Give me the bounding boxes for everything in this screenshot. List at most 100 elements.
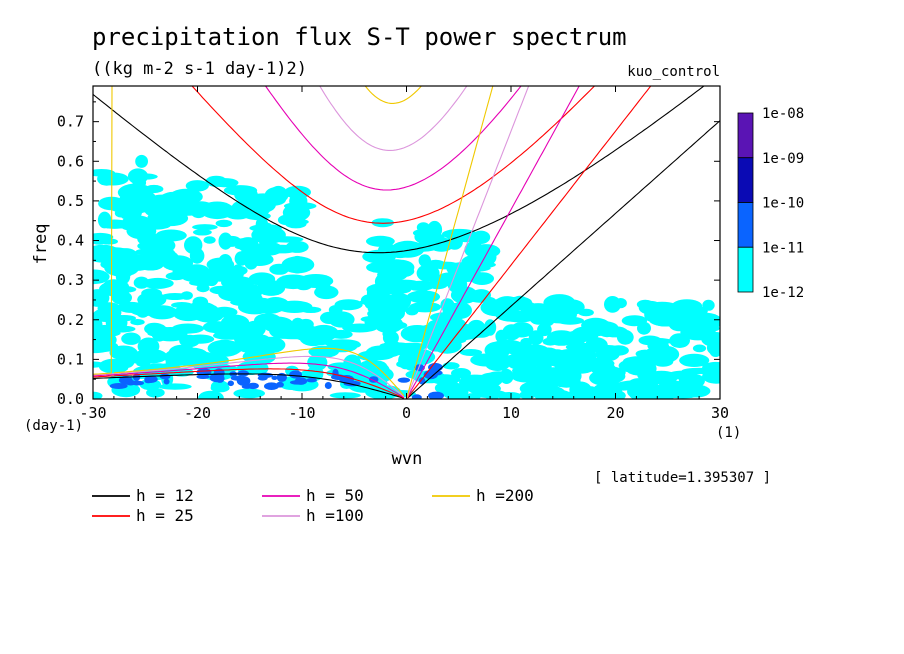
spectrum-cell-0-2-98 — [144, 184, 164, 194]
spectrum-cell-0-4-43 — [447, 275, 468, 294]
spectrum-cell-0-2-128 — [206, 257, 235, 272]
spectrum-cell-0-1-51 — [109, 345, 138, 361]
x-tick-label: -20 — [184, 404, 211, 422]
spectrum-cell-0-2-114 — [284, 211, 297, 224]
spectrum-cell-0-1-107 — [238, 299, 272, 315]
spectrum-cell-0-1-97 — [128, 301, 162, 317]
spectrum-cell-1-0-22 — [276, 381, 284, 388]
y-tick-label: 0.2 — [57, 311, 84, 329]
x-tick-label: 0 — [402, 404, 411, 422]
spectrum-cell-0-4-54 — [466, 240, 483, 254]
spectrum-cell-0-3-31 — [692, 344, 707, 353]
y-tick-label: 0.3 — [57, 271, 84, 289]
spectrum-cell-0-1-89 — [288, 323, 303, 336]
spectrum-cell-1-0-2 — [163, 378, 170, 385]
spectrum-cell-0-3-88 — [701, 331, 720, 347]
y-tick-label: 0.5 — [57, 192, 84, 210]
dispersion-curve-ig-0 — [93, 86, 705, 254]
dispersion-curve-er-1 — [93, 368, 405, 399]
spectrum-cell-0-1-115 — [121, 332, 141, 345]
spectrum-cell-1-1-1 — [418, 377, 426, 385]
spectrum-cell-0-0-0 — [93, 391, 103, 399]
spectrum-cell-0-3-123 — [364, 314, 382, 330]
spectrum-cell-0-1-87 — [185, 301, 217, 316]
spectrum-cell-0-3-96 — [329, 329, 353, 339]
spectrum-cell-0-1-117 — [196, 284, 210, 293]
spectrum-cell-1-0-38 — [289, 370, 302, 379]
spectrum-cell-1-0-24 — [227, 380, 234, 387]
spectrum-cell-0-2-105 — [99, 238, 118, 245]
colorbar-swatch-1 — [737, 157, 754, 203]
spectrum-cell-1-0-30 — [131, 380, 145, 386]
spectrum-cell-0-0-140 — [448, 393, 468, 399]
spectrum-cell-0-1-88 — [314, 275, 330, 292]
spectrum-cell-0-2-113 — [259, 238, 274, 248]
spectrum-cell-0-3-112 — [702, 299, 715, 311]
spectrum-cell-0-4-52 — [366, 284, 385, 302]
spectrum-cell-0-1-34 — [207, 339, 242, 357]
spectrum-cell-0-2-15 — [192, 224, 218, 231]
spectrum-cell-0-3-142 — [678, 304, 695, 322]
spectrum-cell-1-0-11 — [271, 375, 278, 380]
x-tick-label: 10 — [502, 404, 520, 422]
colorbar-label-1: 1e-09 — [762, 151, 804, 167]
spectrum-cell-0-2-126 — [153, 210, 189, 227]
spectrum-cell-0-4-49 — [377, 268, 408, 282]
spectrum-cell-0-1-63 — [300, 306, 322, 313]
spectrum-cell-0-3-46 — [400, 325, 434, 343]
dispersion-curves — [93, 86, 720, 399]
dispersion-curve-kelvin-4 — [405, 86, 494, 399]
spectrum-cell-1-0-19 — [241, 384, 253, 389]
x-tick-label: 20 — [606, 404, 624, 422]
spectrum-cell-0-3-137 — [653, 303, 684, 314]
spectrum-cell-0-1-114 — [105, 314, 128, 332]
spectrum-cell-1-0-36 — [338, 375, 355, 384]
spectrum-cell-0-2-71 — [110, 220, 125, 227]
spectrum-cell-0-3-141 — [621, 315, 648, 327]
dispersion-curve-kelvin-0 — [406, 120, 720, 399]
spectrum-cell-0-3-73 — [382, 321, 407, 329]
spectrum-cell-0-2-117 — [161, 255, 194, 271]
spectrum-cell-0-3-138 — [341, 341, 361, 349]
y-tick-label: 0.0 — [57, 390, 84, 408]
spectrum-cell-0-5-4 — [97, 172, 117, 186]
spectrum-cell-0-3-125 — [688, 312, 720, 331]
spectrum-cell-0-1-113 — [256, 336, 286, 354]
spectrum-cell-0-4-41 — [389, 280, 403, 298]
latitude-note: [ latitude=1.395307 ] — [594, 470, 771, 486]
spectrum-cell-0-1-111 — [220, 314, 250, 331]
spectrum-cell-0-2-121 — [137, 259, 164, 271]
legend-label-1: h = 25 — [136, 506, 194, 525]
y-unit-label: (day-1) — [24, 418, 83, 434]
x-unit-label: (1) — [716, 425, 741, 441]
spectrum-cell-0-0-76 — [327, 362, 354, 372]
spectrum-cell-0-3-70 — [429, 337, 449, 352]
dispersion-curve-ig-3 — [319, 86, 468, 151]
spectrum-cell-0-3-126 — [499, 355, 530, 363]
y-tick-label: 0.1 — [57, 350, 84, 368]
spectrum-cell-1-0-29 — [159, 373, 171, 380]
legend-label-4: h =200 — [476, 486, 534, 505]
spectrum-cell-0-2-99 — [234, 186, 258, 203]
spectrum-cell-0-3-124 — [442, 303, 467, 318]
x-axis: -30 -20 -10 0 10 20 30 — [79, 86, 729, 422]
legend-label-0: h = 12 — [136, 486, 194, 505]
spectrum-cell-1-0-31 — [118, 376, 133, 385]
spectrum-cell-0-4-51 — [391, 240, 425, 258]
spectrum-cell-0-4-55 — [406, 290, 441, 304]
legend-label-2: h = 50 — [306, 486, 364, 505]
y-tick-label: 0.7 — [57, 113, 84, 131]
run-label: kuo_control — [627, 64, 720, 80]
spectrum-cell-0-1-75 — [161, 293, 189, 300]
spectrum-cell-0-3-118 — [543, 294, 576, 312]
x-tick-label: -30 — [79, 404, 106, 422]
spectrum-cell-1-0-35 — [289, 380, 305, 385]
spectrum-cell-0-3-111 — [328, 311, 355, 328]
spectrum-cell-0-3-95 — [511, 301, 536, 309]
spectrum-cell-0-2-57 — [270, 236, 304, 243]
spectrum-cell-0-3-74 — [520, 337, 533, 347]
spectrum-cell-0-4-31 — [416, 264, 440, 282]
x-axis-label: wvn — [392, 449, 423, 469]
spectrum-cell-0-2-31 — [203, 236, 216, 244]
spectrum-cell-0-3-92 — [614, 298, 627, 309]
